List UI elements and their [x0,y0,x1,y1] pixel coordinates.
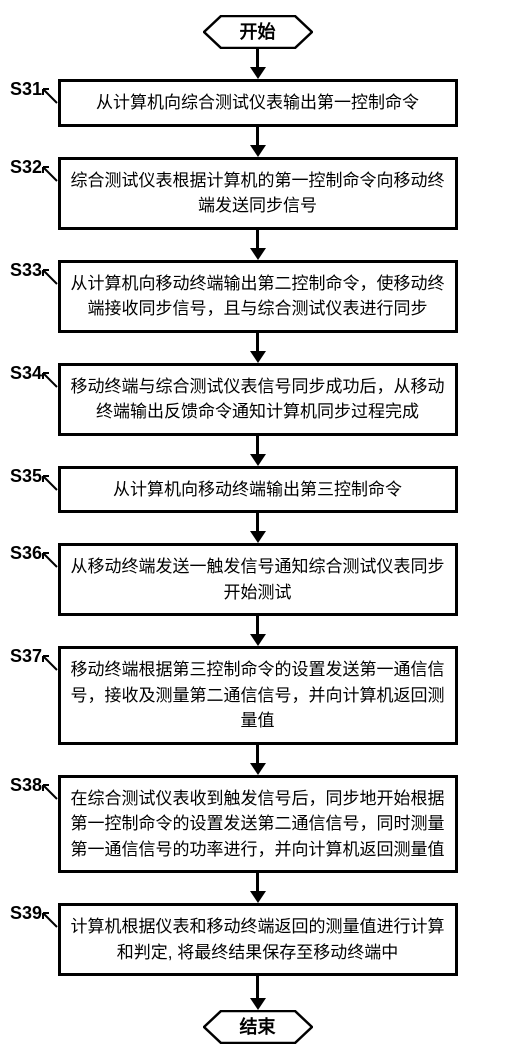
step-label: S31 [10,79,42,100]
step-box: 从计算机向综合测试仪表输出第一控制命令 [58,79,458,127]
arrow-down [248,230,268,260]
arrow-down [248,976,268,1010]
step-label: S39 [10,903,42,924]
step-row: S39 计算机根据仪表和移动终端返回的测量值进行计算和判定, 将最终结果保存至移动… [0,903,515,976]
step-box: 在综合测试仪表收到触发信号后，同步地开始根据第一控制命令的设置发送第二通信信号，… [58,775,458,874]
step-box: 移动终端与综合测试仪表信号同步成功后，从移动终端输出反馈命令通知计算机同步过程完… [58,363,458,436]
label-connector [42,372,58,388]
step-row: S38 在综合测试仪表收到触发信号后，同步地开始根据第一控制命令的设置发送第二通信… [0,775,515,874]
label-connector [42,475,58,491]
label-connector [42,655,58,671]
step-row: S37 移动终端根据第三控制命令的设置发送第一通信信号，接收及测量第二通信信号，并… [0,646,515,745]
arrow-down [248,873,268,903]
step-box: 移动终端根据第三控制命令的设置发送第一通信信号，接收及测量第二通信信号，并向计算… [58,646,458,745]
arrow-down [248,745,268,775]
step-box: 从计算机向移动终端输出第三控制命令 [58,466,458,514]
end-terminal: 结束 [203,1010,313,1044]
step-label: S35 [10,466,42,487]
arrow-down [248,616,268,646]
step-label: S34 [10,363,42,384]
label-connector [42,269,58,285]
start-terminal: 开始 [203,15,313,49]
label-connector [42,552,58,568]
label-connector [42,88,58,104]
step-row: S36 从移动终端发送一触发信号通知综合测试仪表同步开始测试 [0,543,515,616]
arrow-down [248,333,268,363]
step-box: 计算机根据仪表和移动终端返回的测量值进行计算和判定, 将最终结果保存至移动终端中 [58,903,458,976]
arrow-down [248,127,268,157]
step-row: S35 从计算机向移动终端输出第三控制命令 [0,466,515,514]
label-connector [42,166,58,182]
label-connector [42,912,58,928]
step-label: S36 [10,543,42,564]
arrow-down [248,436,268,466]
label-connector [42,784,58,800]
step-box: 从移动终端发送一触发信号通知综合测试仪表同步开始测试 [58,543,458,616]
step-row: S32 综合测试仪表根据计算机的第一控制命令向移动终端发送同步信号 [0,157,515,230]
step-box: 综合测试仪表根据计算机的第一控制命令向移动终端发送同步信号 [58,157,458,230]
step-row: S33 从计算机向移动终端输出第二控制命令，使移动终端接收同步信号，且与综合测试仪… [0,260,515,333]
arrow-down [248,49,268,79]
step-label: S37 [10,646,42,667]
step-label: S32 [10,157,42,178]
step-row: S34 移动终端与综合测试仪表信号同步成功后，从移动终端输出反馈命令通知计算机同步… [0,363,515,436]
step-label: S33 [10,260,42,281]
step-box: 从计算机向移动终端输出第二控制命令，使移动终端接收同步信号，且与综合测试仪表进行… [58,260,458,333]
step-label: S38 [10,775,42,796]
arrow-down [248,513,268,543]
step-row: S31 从计算机向综合测试仪表输出第一控制命令 [0,79,515,127]
